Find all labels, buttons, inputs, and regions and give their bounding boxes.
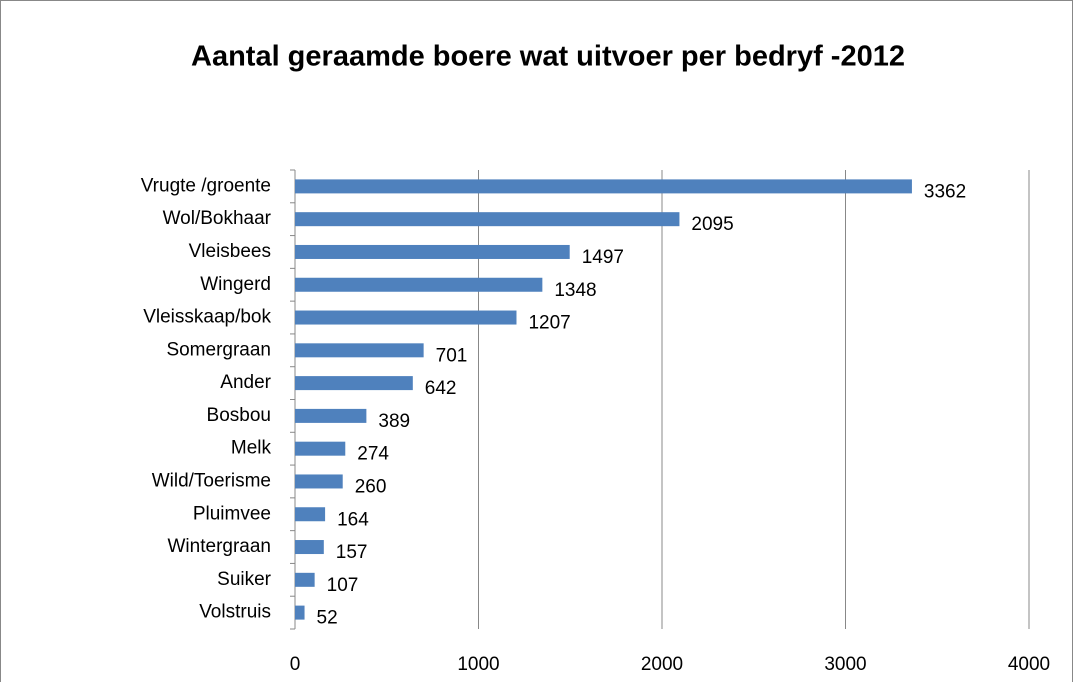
value-label: 2095 [691, 214, 733, 235]
bar [295, 474, 343, 489]
bar [295, 310, 517, 325]
x-tick-label: 2000 [641, 654, 683, 675]
bar [295, 244, 570, 259]
y-tick-label: Wingerd [200, 274, 271, 295]
value-label: 260 [355, 476, 387, 497]
x-tick-label: 1000 [457, 654, 499, 675]
y-tick-label: Suiker [217, 569, 272, 590]
bar [295, 507, 326, 522]
bar [295, 441, 346, 456]
y-tick-label: Wintergraan [168, 536, 272, 557]
x-tick-label: 0 [290, 654, 301, 675]
y-tick-label: Wild/Toerisme [152, 470, 271, 491]
x-tick-label: 3000 [824, 654, 866, 675]
value-label: 1207 [528, 313, 570, 334]
y-tick-label: Bosbou [207, 405, 271, 426]
bar [295, 277, 543, 292]
bar [295, 376, 413, 391]
bar [295, 572, 315, 587]
y-tick-label: Somergraan [166, 339, 271, 360]
y-tick-label: Melk [231, 438, 272, 459]
value-label: 642 [425, 378, 457, 399]
y-tick-label: Vleisbees [189, 241, 271, 262]
bar [295, 408, 367, 423]
bar [295, 605, 305, 620]
chart-title: Aantal geraamde boere wat uitvoer per be… [191, 41, 905, 73]
value-label: 3362 [924, 181, 966, 202]
value-label: 107 [327, 575, 359, 596]
bar [295, 212, 680, 227]
y-tick-label: Pluimvee [193, 503, 271, 524]
x-tick-label: 4000 [1008, 654, 1050, 675]
value-label: 52 [317, 608, 338, 629]
bar [295, 179, 912, 194]
bar [295, 343, 424, 358]
value-label: 1497 [582, 247, 624, 268]
y-tick-label: Volstruis [199, 602, 271, 623]
y-tick-label: Vleisskaap/bok [143, 307, 271, 328]
y-tick-label: Vrugte /groente [141, 175, 271, 196]
value-label: 274 [357, 444, 389, 465]
value-label: 157 [336, 542, 368, 563]
bar [295, 540, 324, 555]
y-tick-label: Ander [220, 372, 271, 393]
y-tick-label: Wol/Bokhaar [163, 208, 272, 229]
value-label: 701 [436, 345, 468, 366]
value-label: 1348 [554, 280, 596, 301]
value-label: 389 [378, 411, 410, 432]
value-label: 164 [337, 509, 369, 530]
